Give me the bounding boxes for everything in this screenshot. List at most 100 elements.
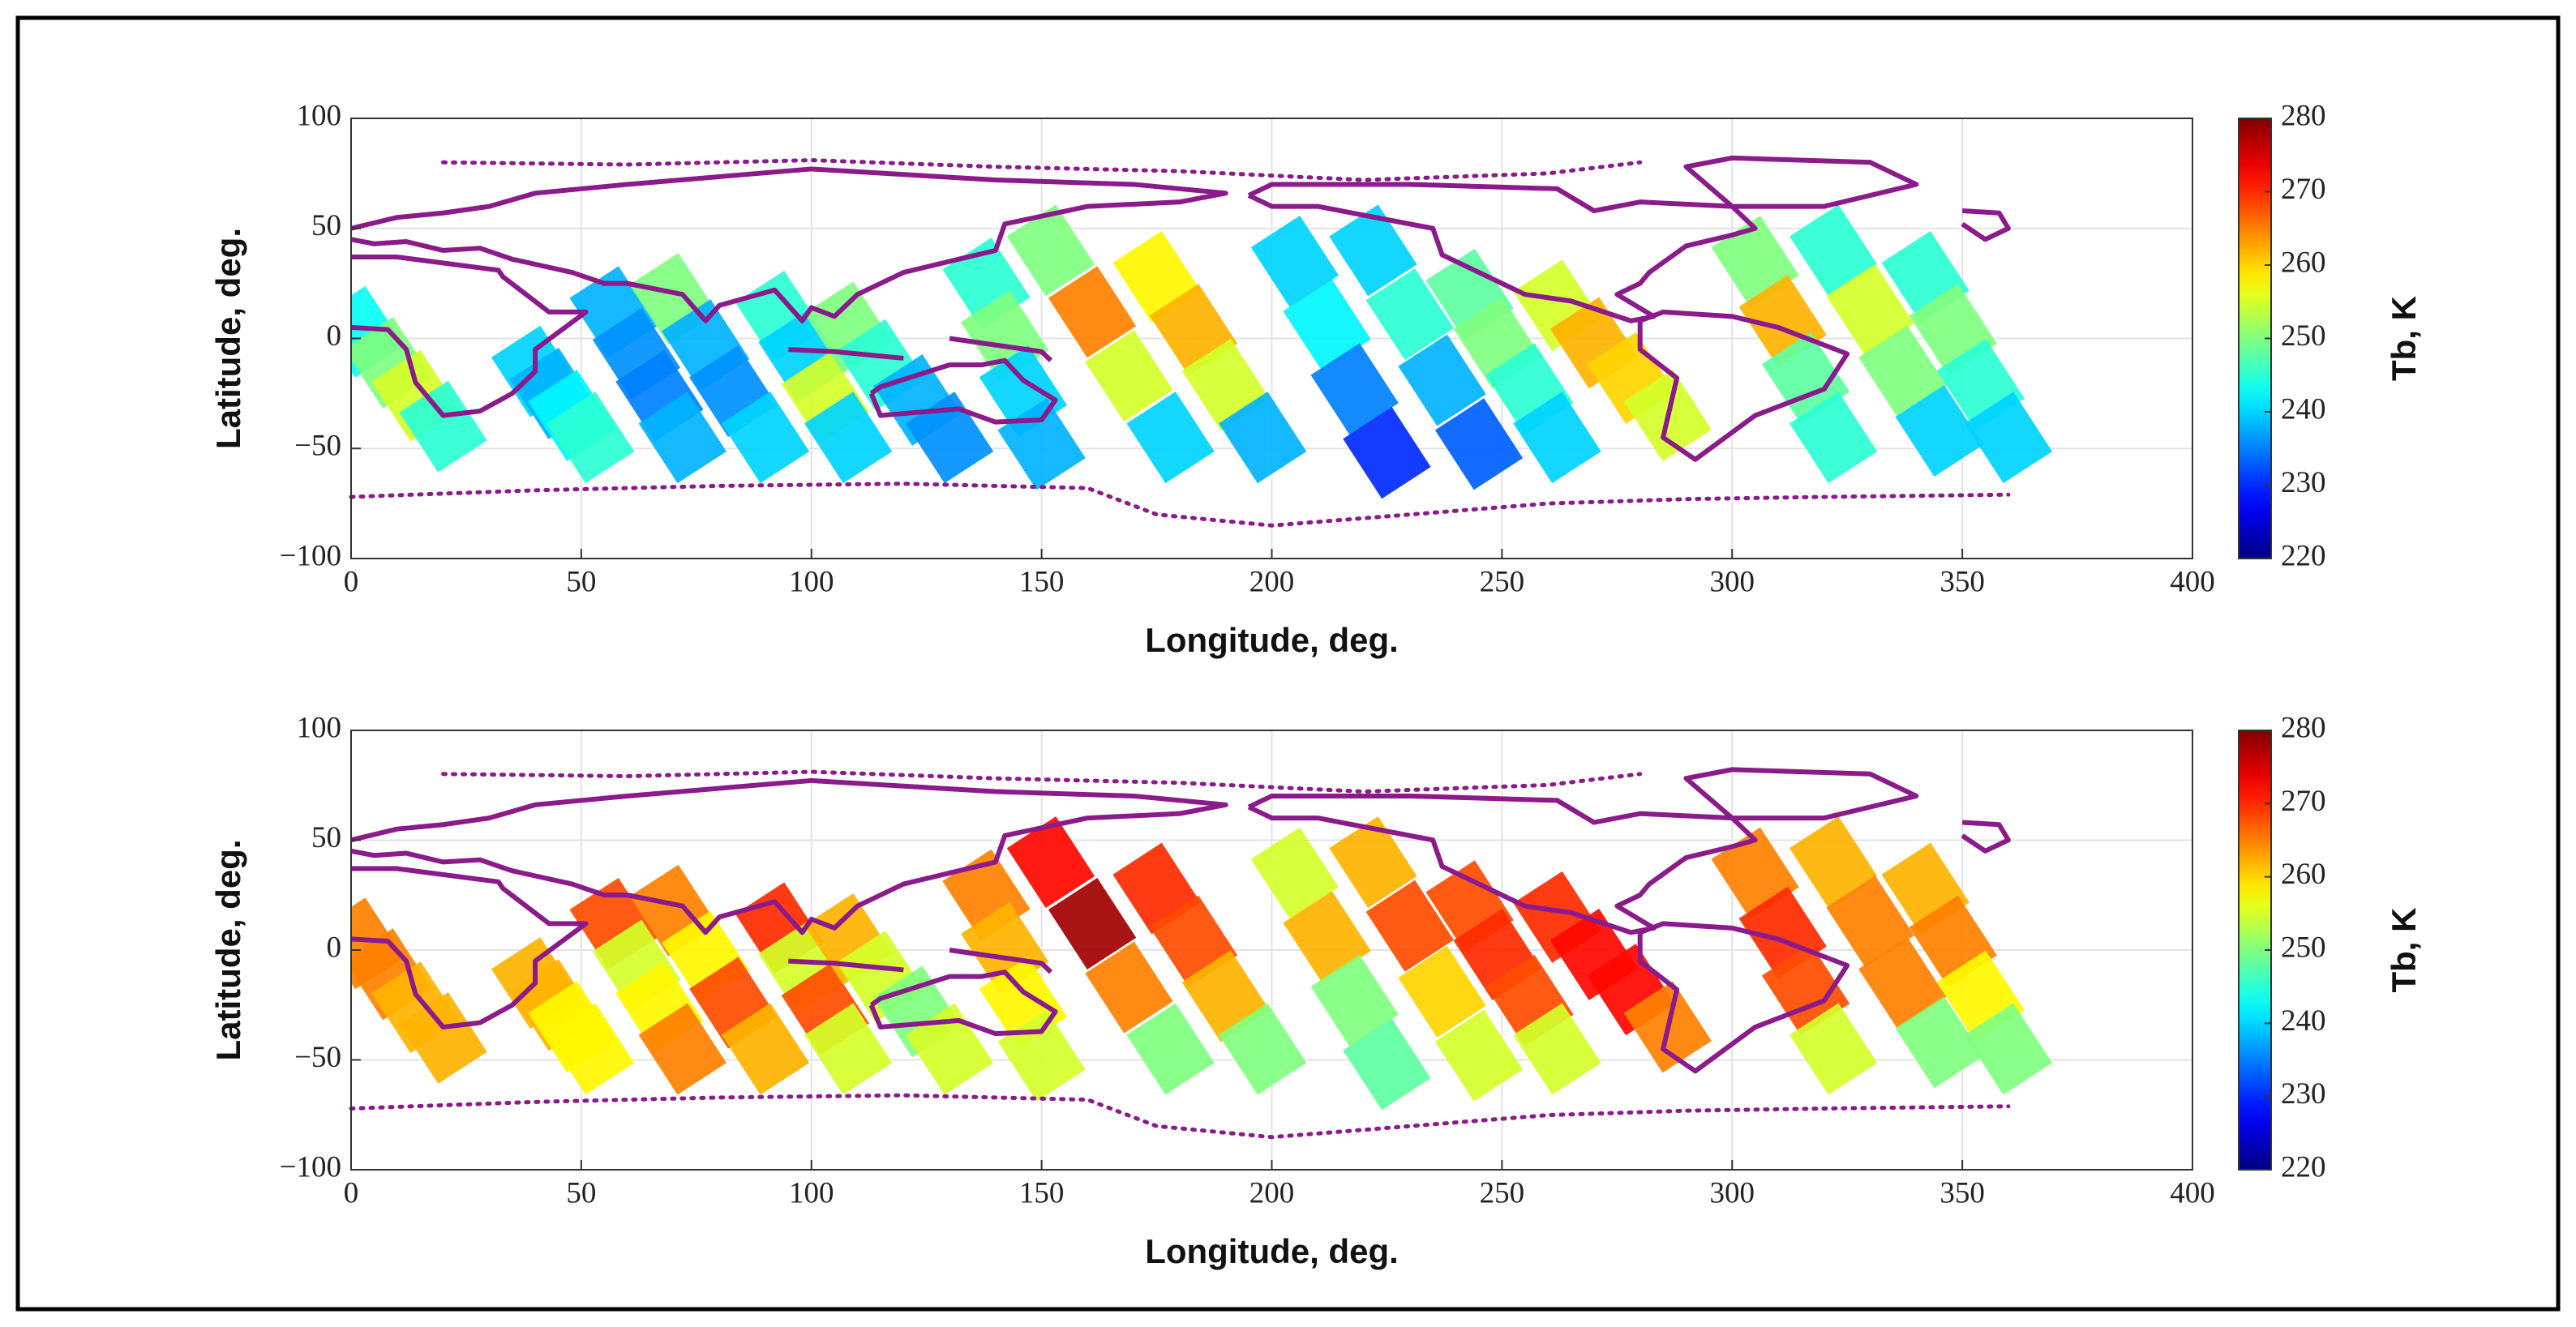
swaths bbox=[351, 204, 2053, 499]
x-tick-label: 300 bbox=[1710, 565, 1755, 598]
swath-sample bbox=[546, 1003, 635, 1095]
y-tick-label: −100 bbox=[280, 539, 341, 572]
swath-sample bbox=[1006, 204, 1095, 297]
colorbar-tick-label: 230 bbox=[2281, 466, 2326, 499]
swath-sample bbox=[721, 1003, 810, 1095]
swath-sample bbox=[1513, 392, 1601, 484]
swath-sample bbox=[1343, 1018, 1431, 1111]
swath-sample bbox=[1895, 996, 1983, 1089]
swath-sample bbox=[638, 392, 727, 484]
x-tick-label: 150 bbox=[1019, 1176, 1065, 1209]
swath-sample bbox=[638, 1003, 727, 1095]
swath-sample bbox=[1398, 334, 1486, 426]
swath-sample bbox=[1789, 816, 1878, 909]
swath-sample bbox=[1310, 343, 1399, 435]
swath-sample bbox=[1085, 330, 1173, 422]
x-tick-label: 200 bbox=[1249, 1176, 1295, 1209]
y-tick-label: −50 bbox=[294, 430, 341, 463]
swath-sample bbox=[546, 392, 635, 484]
swath-sample bbox=[1085, 941, 1173, 1034]
x-tick-label: 100 bbox=[789, 1176, 834, 1209]
x-tick-label: 0 bbox=[344, 1176, 359, 1209]
x-tick-label: 50 bbox=[566, 565, 596, 598]
swath-sample bbox=[1048, 266, 1137, 358]
swath-sample bbox=[1789, 392, 1878, 484]
swath-sample bbox=[1789, 204, 1878, 297]
y-tick-label: 100 bbox=[297, 99, 342, 132]
swath-sample bbox=[804, 392, 893, 484]
swath-sample bbox=[1826, 875, 1914, 968]
swath-sample bbox=[1218, 392, 1307, 484]
frame bbox=[15, 15, 2561, 1312]
y-tick-label: 0 bbox=[327, 319, 342, 353]
x-tick-label: 0 bbox=[344, 565, 359, 598]
x-tick-label: 300 bbox=[1710, 1176, 1755, 1209]
swath-sample bbox=[1048, 877, 1137, 970]
colorbar-label: Tb, K bbox=[2385, 908, 2423, 993]
colorbar-tick-label: 250 bbox=[2281, 319, 2326, 353]
colorbar-tick-label: 230 bbox=[2281, 1077, 2326, 1111]
swath-sample bbox=[1895, 385, 1983, 477]
x-axis-label: Longitude, deg. bbox=[1145, 621, 1399, 659]
x-axis-label: Longitude, deg. bbox=[1145, 1232, 1399, 1270]
swath-sample bbox=[804, 1003, 893, 1095]
colorbar-tick-label: 260 bbox=[2281, 858, 2326, 891]
swath-sample bbox=[1218, 1003, 1307, 1095]
swath-sample bbox=[1858, 325, 1947, 417]
swath-sample bbox=[1365, 880, 1454, 972]
swath-sample bbox=[1006, 816, 1095, 909]
swath-sample bbox=[1434, 398, 1524, 490]
x-tick-label: 350 bbox=[1940, 1176, 1985, 1209]
y-axis-label: Latitude, deg. bbox=[209, 228, 247, 449]
swath-sample bbox=[1513, 1003, 1601, 1095]
panel: 0 50 100 150 200 250 300 350 400 −100 −50 0 50 100 Lon… bbox=[209, 711, 2423, 1270]
swath-sample bbox=[1434, 1009, 1524, 1102]
y-tick-label: −50 bbox=[294, 1041, 341, 1074]
axes: 0 50 100 150 200 250 300 350 400 −100 −50 0 50 100 Lon… bbox=[209, 99, 2423, 659]
colorbar-tick-label: 220 bbox=[2281, 1150, 2326, 1184]
colorbar-tick-label: 240 bbox=[2281, 1004, 2326, 1038]
colorbar-tick-label: 280 bbox=[2281, 99, 2326, 132]
swath-sample bbox=[1964, 392, 2053, 484]
swath-sample bbox=[905, 1003, 994, 1095]
y-tick-label: 50 bbox=[311, 821, 341, 854]
x-tick-label: 400 bbox=[2170, 565, 2215, 598]
y-axis-label: Latitude, deg. bbox=[209, 840, 247, 1061]
swath-sample bbox=[1126, 392, 1215, 484]
y-tick-label: 50 bbox=[311, 209, 341, 242]
swath-sample bbox=[1283, 891, 1371, 983]
colorbar-tick-label: 270 bbox=[2281, 173, 2326, 206]
colorbar-tick-label: 240 bbox=[2281, 392, 2326, 426]
swath-sample bbox=[1858, 937, 1947, 1029]
colorbar-tick-label: 280 bbox=[2281, 711, 2326, 744]
swath-sample bbox=[905, 392, 994, 484]
panel: 0 50 100 150 200 250 300 350 400 −100 −50 0 50 100 Lon… bbox=[209, 99, 2423, 659]
swath-sample bbox=[1365, 268, 1454, 361]
swath-sample bbox=[1310, 954, 1399, 1047]
swath-sample bbox=[1343, 407, 1431, 499]
swath-sample bbox=[1826, 263, 1914, 356]
x-tick-label: 250 bbox=[1480, 1176, 1525, 1209]
swath-sample bbox=[1329, 204, 1417, 297]
swath-sample bbox=[1329, 816, 1417, 909]
swath-sample bbox=[1126, 1003, 1215, 1095]
x-tick-label: 250 bbox=[1480, 565, 1525, 598]
axes: 0 50 100 150 200 250 300 350 400 −100 −50 0 50 100 Lon… bbox=[209, 711, 2423, 1270]
swath-sample bbox=[1283, 279, 1371, 371]
colorbar-label: Tb, K bbox=[2385, 296, 2423, 381]
x-tick-label: 150 bbox=[1019, 565, 1065, 598]
y-tick-label: 0 bbox=[327, 931, 342, 964]
swaths bbox=[351, 816, 2053, 1111]
axes-box bbox=[350, 730, 2193, 1171]
swath-sample bbox=[399, 380, 487, 473]
swath-sample bbox=[721, 392, 810, 484]
swath-sample bbox=[399, 991, 487, 1084]
swath-sample bbox=[1789, 1003, 1878, 1095]
x-tick-label: 400 bbox=[2170, 1176, 2215, 1209]
x-tick-label: 50 bbox=[566, 1176, 596, 1209]
colorbar-tick-label: 250 bbox=[2281, 931, 2326, 964]
swath-sample bbox=[1964, 1003, 2053, 1095]
y-tick-label: 100 bbox=[297, 711, 342, 744]
